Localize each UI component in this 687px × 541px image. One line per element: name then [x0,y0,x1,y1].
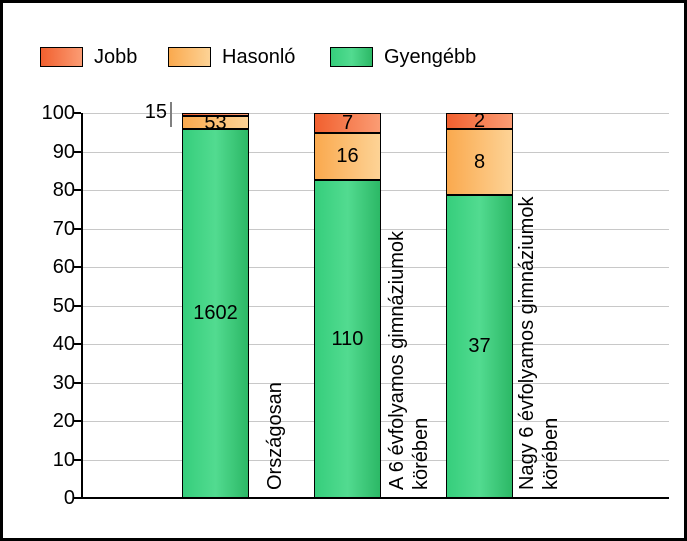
y-axis-tick-label: 30 [52,371,75,394]
y-axis-tick [74,343,81,345]
bar-segment-gyengebb [182,128,249,498]
bar-value-label: 2 [473,110,486,133]
y-axis-tick-label: 50 [52,294,75,317]
y-axis-tick-label: 70 [52,217,75,240]
y-axis-tick [74,150,81,153]
legend-swatch-jobb-icon [40,47,83,67]
y-axis-tick-label: 80 [52,179,75,201]
y-axis-tick [74,189,81,191]
y-axis-tick-label: 40 [52,333,75,355]
y-axis-tick-label: 10 [52,448,75,471]
bar-segment-gyengebb [314,179,381,498]
bar-segment-hasonlo [446,129,513,195]
bar-segment-gyengebb [446,194,513,498]
x-axis-line [81,497,669,499]
bar-segment-hasonlo [314,133,381,180]
bar-value-label: 110 [331,327,364,350]
y-axis-tick [74,420,81,422]
bar-segment-jobb [314,113,381,134]
y-axis-tick [74,112,81,114]
bar-value-label: 8 [473,151,486,174]
y-axis-tick [74,227,81,230]
bar-value-label: 53 [204,111,227,134]
y-axis-tick [74,458,81,461]
legend-label-hasonlo: Hasonló [222,46,296,68]
legend-label-gyengebb: Gyengébb [384,46,477,68]
y-axis-tick [74,381,81,384]
y-axis-tick-label: 20 [52,410,75,432]
bar-value-label: 1602 [193,302,238,325]
y-axis-line [81,113,83,499]
y-axis-tick-label: 0 [63,487,75,509]
y-axis-tick [74,266,81,268]
y-axis-tick-label: 90 [52,140,75,163]
y-axis-tick [74,304,81,307]
category-label: A 6 évfolyamos gimnáziumok körében [386,230,432,490]
callout-value-label: 15 [144,101,167,123]
legend-swatch-gyengebb-icon [330,47,373,67]
bar-segment-hasonlo [182,116,249,129]
category-label: Országosan [264,382,286,490]
category-label: Nagy 6 évfolyamos gimnáziumok körében [516,196,562,490]
bar-value-label: 37 [468,335,491,358]
bar-value-label: 16 [336,145,359,168]
bar-segment-jobb [182,113,249,117]
legend-label-jobb: Jobb [94,46,138,68]
bar-value-label: 7 [341,112,354,135]
y-axis-tick [74,497,81,499]
bar-segment-jobb [446,113,513,130]
legend-swatch-hasonlo-icon [168,47,211,67]
y-axis-tick-label: 100 [41,102,75,124]
callout-leader-line [170,102,172,127]
y-axis-tick-label: 60 [52,256,75,278]
